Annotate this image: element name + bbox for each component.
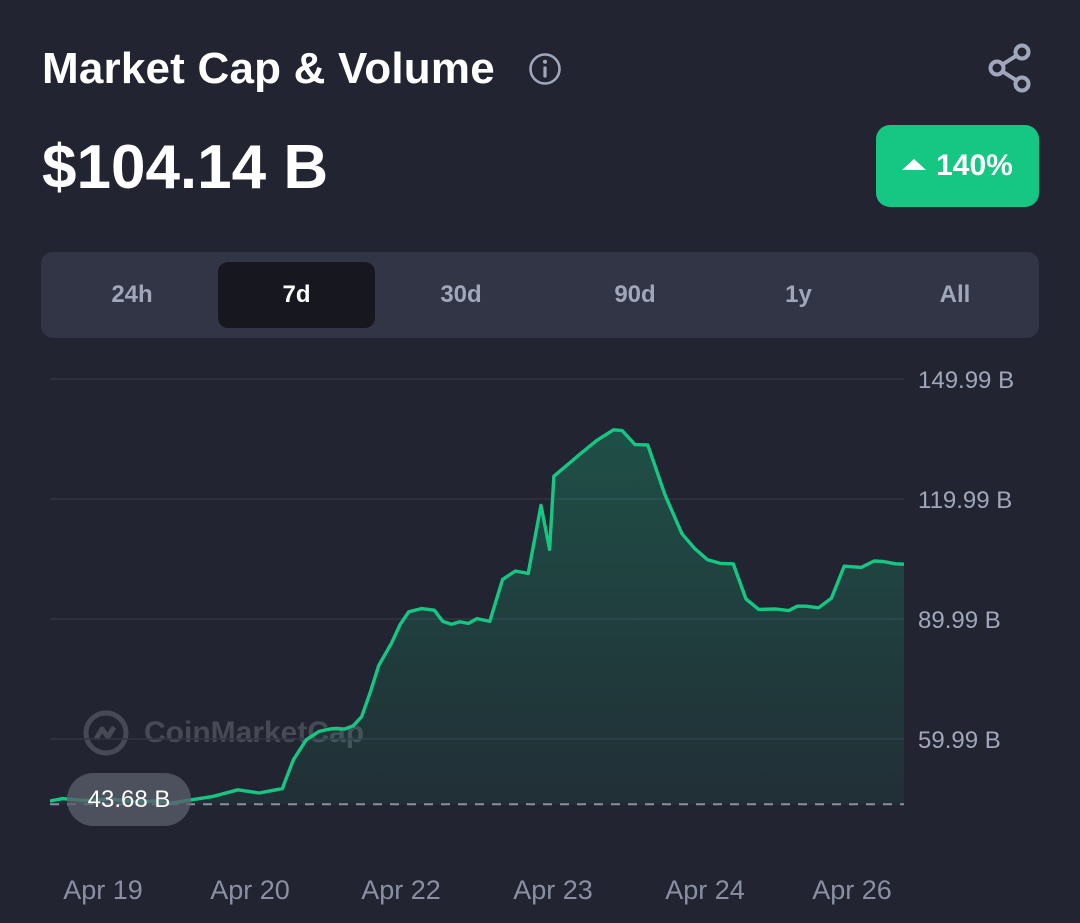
share-icon[interactable] — [984, 42, 1034, 94]
series-line — [49, 428, 905, 806]
info-icon[interactable] — [528, 52, 562, 86]
y-tick-label: 59.99 B — [918, 727, 1001, 754]
x-tick-label: Apr 24 — [665, 875, 745, 905]
tab-24h[interactable]: 24h — [111, 281, 153, 308]
page-title: Market Cap & Volume — [42, 44, 495, 93]
caret-up-icon — [902, 159, 927, 170]
x-tick-label: Apr 26 — [812, 875, 892, 905]
x-tick-label: Apr 23 — [513, 875, 593, 905]
series-area-fill — [50, 429, 904, 805]
start-value-pill: 43.68 B — [67, 773, 191, 826]
tab-1y[interactable]: 1y — [785, 281, 812, 308]
x-tick-label: Apr 20 — [210, 875, 290, 905]
tab-all[interactable]: All — [939, 281, 971, 308]
x-tick-label: Apr 22 — [361, 875, 441, 905]
coinmarketcap-logo-icon — [83, 710, 129, 756]
timeframe-tabs: 24h 7d 30d 90d 1y All — [41, 252, 1039, 338]
change-badge: 140% — [876, 125, 1039, 207]
y-tick-label: 149.99 B — [918, 367, 1014, 394]
tab-7d[interactable]: 7d — [218, 262, 375, 328]
tab-30d[interactable]: 30d — [440, 281, 482, 308]
market-cap-value: $104.14 B — [42, 133, 329, 202]
tab-90d[interactable]: 90d — [614, 281, 656, 308]
change-percent: 140% — [936, 149, 1013, 182]
x-tick-label: Apr 19 — [63, 875, 143, 905]
y-tick-label: 119.99 B — [918, 487, 1012, 514]
y-tick-label: 89.99 B — [918, 607, 1001, 634]
